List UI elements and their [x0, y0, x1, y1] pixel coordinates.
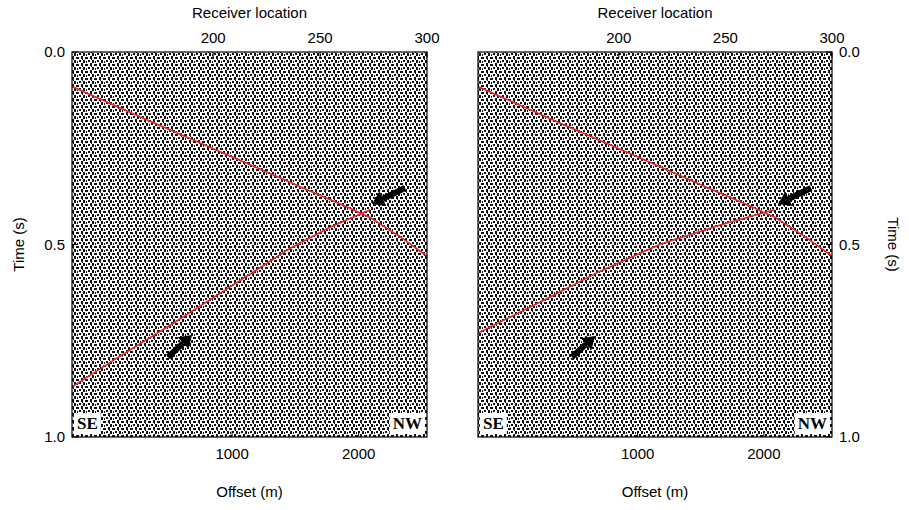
x-tick [232, 431, 233, 437]
x-axis-title: Offset (m) [622, 483, 688, 500]
y-axis-title: Time (s) [885, 217, 902, 271]
y-tick [72, 437, 78, 438]
label-patch [795, 413, 830, 434]
y-tick [826, 437, 832, 438]
x-tick-label: 2000 [342, 445, 375, 462]
seismic-background [478, 52, 832, 437]
direction-label: NW [798, 414, 827, 433]
pick-line [478, 87, 832, 257]
frame [72, 52, 427, 437]
x2-axis-title: Receiver location [192, 4, 307, 21]
x2-tick-label: 250 [308, 29, 333, 46]
x-tick [637, 431, 638, 437]
y-tick-label: 0.5 [44, 236, 65, 253]
y-axis-title: Time (s) [10, 217, 27, 271]
arrow-head [372, 192, 386, 206]
y-tick-label: 1.0 [839, 428, 860, 445]
arrow-head [581, 336, 595, 350]
frame [478, 52, 832, 437]
x2-tick-label: 250 [713, 29, 738, 46]
arrow-head [178, 335, 192, 349]
panel: 1000 2000 200 250 300 0.0 0.5 1.0 Offset (m) Rece… [10, 4, 440, 500]
y-tick [826, 244, 832, 245]
x2-tick [427, 52, 428, 58]
x-tick-label: 1000 [215, 445, 248, 462]
y-tick-label: 0.0 [839, 43, 860, 60]
x2-tick-label: 200 [201, 29, 226, 46]
plot-area [478, 87, 832, 357]
y-tick-label: 0.0 [44, 43, 65, 60]
direction-label: SE [483, 414, 504, 433]
figure: 1000 2000 200 250 300 0.0 0.5 1.0 Offset (m) Rece… [0, 0, 909, 510]
x-tick-label: 1000 [621, 445, 654, 462]
x-tick [358, 431, 359, 437]
direction-label: SE [77, 414, 98, 433]
x2-axis-title: Receiver location [597, 4, 712, 21]
y-tick-label: 0.5 [839, 236, 860, 253]
y-tick [72, 244, 78, 245]
x2-tick-label: 300 [414, 29, 439, 46]
label-patch [390, 413, 425, 434]
arrow-shaft [572, 344, 586, 357]
arrow-shaft [789, 188, 811, 199]
x2-tick [725, 52, 726, 58]
arrow-head [778, 192, 792, 206]
y-tick [72, 52, 78, 53]
arrow-shaft [168, 343, 183, 357]
x2-tick [832, 52, 833, 58]
x2-tick [618, 52, 619, 58]
label-patch [480, 413, 507, 434]
x-axis-title: Offset (m) [216, 483, 282, 500]
arrow-shaft [383, 188, 405, 199]
x2-tick-label: 200 [606, 29, 631, 46]
plot-area [72, 87, 427, 387]
panel: 100020002002503000.00.51.0Offset (m)Rece… [478, 4, 902, 500]
x-tick-label: 2000 [747, 445, 780, 462]
y-tick-label: 1.0 [44, 428, 65, 445]
pick-line [478, 210, 774, 333]
x2-tick [320, 52, 321, 58]
pick-line [72, 87, 427, 257]
x2-tick [213, 52, 214, 58]
pick-line [72, 210, 370, 387]
y-tick [826, 52, 832, 53]
label-patch [74, 413, 101, 434]
direction-label: NW [393, 414, 422, 433]
seismic-background [72, 52, 427, 437]
x-tick [763, 431, 764, 437]
